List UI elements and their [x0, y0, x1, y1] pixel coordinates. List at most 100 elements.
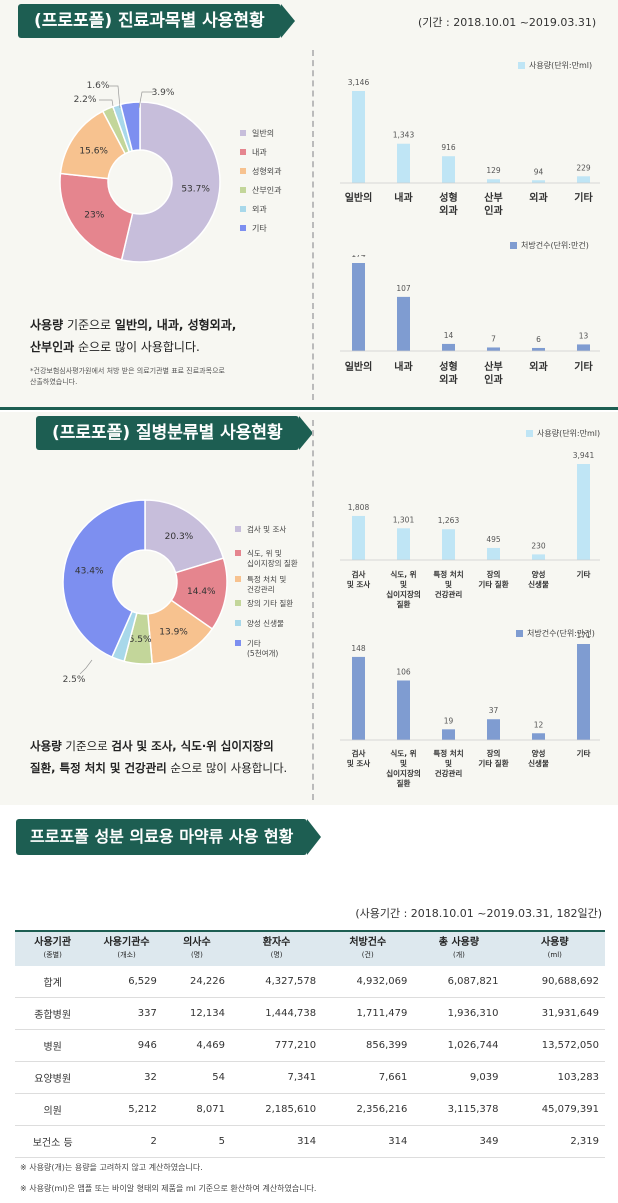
tick-label: 검사: [352, 748, 366, 758]
legend-swatch: [240, 187, 246, 193]
bar-value-label: 171: [576, 632, 591, 640]
bar: [577, 344, 590, 351]
legend-label: 십이지장의 질환: [247, 558, 298, 568]
table-cell: 90,688,692: [504, 966, 605, 998]
bar-value-label: 148: [351, 644, 366, 653]
legend-label: 양성 신생물: [247, 618, 284, 628]
bar: [397, 143, 410, 183]
table-header-cell: 사용기관수 (개소): [90, 930, 163, 966]
table-cell: 의원: [15, 1093, 91, 1126]
table-row: 요양병원 32 54 7,341 7,661 9,039 103,283: [15, 1061, 605, 1094]
legend-label: 산부인과: [252, 185, 282, 195]
legend-label: 사용량(단위:만ml): [537, 429, 601, 438]
header-label: 의사수: [183, 937, 211, 948]
tick-label: 질환: [397, 599, 411, 609]
table-cell: 1,936,310: [413, 997, 505, 1030]
legend-label: 건강관리: [247, 584, 275, 594]
pie-slice-label: 2.2%: [74, 95, 97, 105]
tick-label: 인과: [484, 373, 503, 386]
table-row: 보건소 등 2 5 314 314 349 2,319: [15, 1125, 605, 1158]
table-header-cell: 사용량 (ml): [504, 930, 605, 966]
table-cell: 314: [230, 1125, 323, 1158]
pie-slice: [119, 101, 141, 152]
table-cell: 4,469: [162, 1029, 231, 1062]
leader-line: [79, 659, 93, 675]
bar-value-label: 916: [441, 143, 456, 152]
bar: [352, 263, 365, 351]
table-cell: 31,931,649: [504, 997, 605, 1030]
table-header-cell: 의사수 (명): [162, 930, 231, 966]
bar-value-label: 1,301: [393, 515, 415, 524]
tick-label: 건강관리: [435, 589, 463, 599]
bar: [352, 515, 365, 560]
bar-legend-usage: 사용량(단위:만ml): [518, 60, 592, 71]
bar: [397, 296, 410, 351]
legend-label: (5천여개): [247, 648, 278, 658]
caption-text: 순으로 많이 사용합니다.: [166, 761, 288, 775]
tick-label: 신생물: [528, 579, 549, 589]
legend-label: 기타: [247, 639, 261, 648]
tick-label: 외과: [439, 373, 458, 386]
legend-swatch: [235, 576, 241, 582]
table-cell: 314: [322, 1125, 414, 1158]
table-cell: 349: [413, 1125, 505, 1158]
table-cell: 45,079,391: [504, 1093, 605, 1126]
table-cell: 24,226: [162, 966, 231, 998]
tick-label: 외과: [439, 204, 458, 217]
table-cell: 9,039: [413, 1061, 505, 1094]
tick-label: 기타: [574, 191, 593, 204]
bar: [352, 656, 365, 740]
legend-swatch: [235, 526, 241, 532]
tick-label: 장의: [487, 748, 501, 758]
table-cell: 합계: [15, 966, 91, 998]
bar-value-label: 19: [444, 716, 454, 725]
bar-value-label: 129: [486, 166, 501, 175]
table-cell: 4,932,069: [322, 966, 414, 998]
bar-value-label: 37: [489, 706, 499, 715]
tick-label: 내과: [394, 191, 413, 204]
bar: [442, 156, 455, 183]
section1-caption: 사용량 기준으로 일반의, 내과, 성형외과, 산부인과 순으로 많이 사용합니…: [30, 314, 310, 358]
bar: [532, 180, 545, 183]
pie-slice-label: 15.6%: [79, 147, 108, 157]
table-cell: 777,210: [230, 1029, 323, 1062]
bar-value-label: 1,808: [348, 503, 370, 512]
bar-legend-prescriptions-2: 처방건수(단위:만건): [516, 628, 595, 639]
tick-label: 내과: [394, 360, 413, 373]
tick-label: 십이지장의: [386, 589, 421, 599]
caption-text: 기준으로: [63, 318, 115, 332]
header-unit: (개소): [117, 951, 136, 959]
table-cell: 종합병원: [15, 997, 91, 1030]
header-label: 환자수: [262, 937, 291, 948]
tick-label: 산부: [484, 360, 502, 373]
pie-slice: [144, 499, 225, 574]
tick-label: 장의: [487, 569, 501, 579]
header-label: 사용기관: [34, 937, 72, 948]
pie-chart-department: 53.7% 23% 15.6% 2.2% 1.6% 3.9% 일반의내과성형외과산부인과외과…: [59, 81, 282, 263]
header-unit: (명): [190, 951, 203, 959]
legend-label: 기타: [252, 224, 267, 233]
caption-text: 순으로 많이 사용합니다.: [74, 340, 200, 354]
caption-strong: 일반의, 내과, 성형외과,: [114, 318, 237, 332]
tick-label: 성형: [439, 360, 457, 373]
caption-strong: 사용량: [30, 318, 64, 332]
legend-label: 내과: [252, 148, 267, 157]
table-cell: 4,327,578: [230, 966, 323, 998]
tick-label: 기타 질환: [478, 758, 508, 768]
leader-line: [138, 91, 153, 109]
legend-label: 외과: [252, 204, 267, 214]
pie-slice-label: 23%: [84, 210, 104, 220]
tick-label: 및: [400, 579, 407, 589]
bar: [487, 179, 500, 183]
bar-legend-usage-2: 사용량(단위:만ml): [526, 428, 600, 439]
table-row: 종합병원 337 12,134 1,444,738 1,711,479 1,936,310…: [15, 997, 605, 1030]
legend-swatch: [240, 206, 246, 212]
bar-value-label: 7: [491, 334, 496, 343]
table-cell: 1,711,479: [322, 997, 414, 1030]
tick-label: 건강관리: [435, 768, 463, 778]
table-cell: 54: [162, 1061, 231, 1094]
header-unit: (개): [452, 951, 465, 959]
bar-value-label: 6: [536, 335, 541, 344]
header-unit: (명): [270, 951, 283, 959]
